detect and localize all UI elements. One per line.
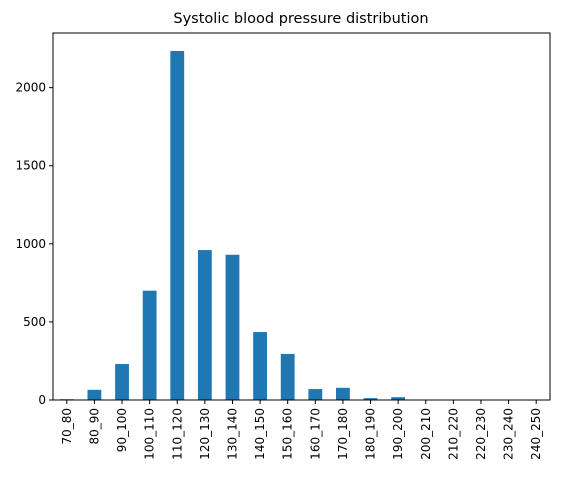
- bar-110_120: [170, 50, 185, 401]
- y-axis: 0 500 1000 1500 2000: [15, 81, 53, 407]
- x-tick-label: 120_130: [198, 408, 212, 460]
- x-tick-label: 230_240: [502, 408, 516, 460]
- x-tick-label: 100_110: [143, 408, 157, 460]
- y-tick-label: 1000: [15, 237, 46, 251]
- x-tick-label: 200_210: [419, 408, 433, 460]
- bar-190_200: [391, 397, 406, 400]
- x-tick-label: 70_80: [60, 408, 74, 445]
- bar-150_160: [280, 353, 295, 400]
- bar-170_180: [336, 387, 350, 400]
- x-tick-label: 180_190: [364, 408, 378, 460]
- x-tick-label: 160_170: [308, 408, 322, 460]
- x-tick-label: 110_120: [170, 408, 184, 460]
- y-tick-label: 1500: [15, 159, 46, 173]
- bar-100_110: [142, 290, 157, 400]
- y-tick-label: 0: [38, 393, 46, 407]
- bar-160_170: [308, 389, 323, 400]
- bar-180_190: [363, 398, 378, 400]
- x-tick-label: 210_220: [446, 408, 460, 460]
- y-tick-label: 2000: [15, 81, 46, 95]
- x-tick-label: 150_160: [281, 408, 295, 460]
- bar-140_150: [253, 332, 267, 400]
- x-tick-label: 190_200: [391, 408, 405, 460]
- x-tick-label: 170_180: [336, 408, 350, 460]
- x-tick-label: 220_230: [474, 408, 488, 460]
- x-tick-label: 90_100: [115, 408, 129, 452]
- bar-80_90: [87, 389, 102, 400]
- x-axis: 70_80 80_90 90_100 100_110 110_120 120_130 130…: [60, 400, 543, 460]
- bar-120_130: [197, 250, 212, 400]
- x-tick-label: 140_150: [253, 408, 267, 460]
- plot-frame: [52, 32, 551, 401]
- y-tick-label: 500: [23, 315, 46, 329]
- bars: [59, 50, 406, 401]
- bar-130_140: [225, 254, 240, 400]
- chart-title: Systolic blood pressure distribution: [173, 11, 428, 27]
- bar-90_100: [115, 364, 129, 400]
- x-tick-label: 130_140: [225, 408, 239, 460]
- x-tick-label: 80_90: [87, 408, 101, 445]
- x-tick-label: 240_250: [529, 408, 543, 460]
